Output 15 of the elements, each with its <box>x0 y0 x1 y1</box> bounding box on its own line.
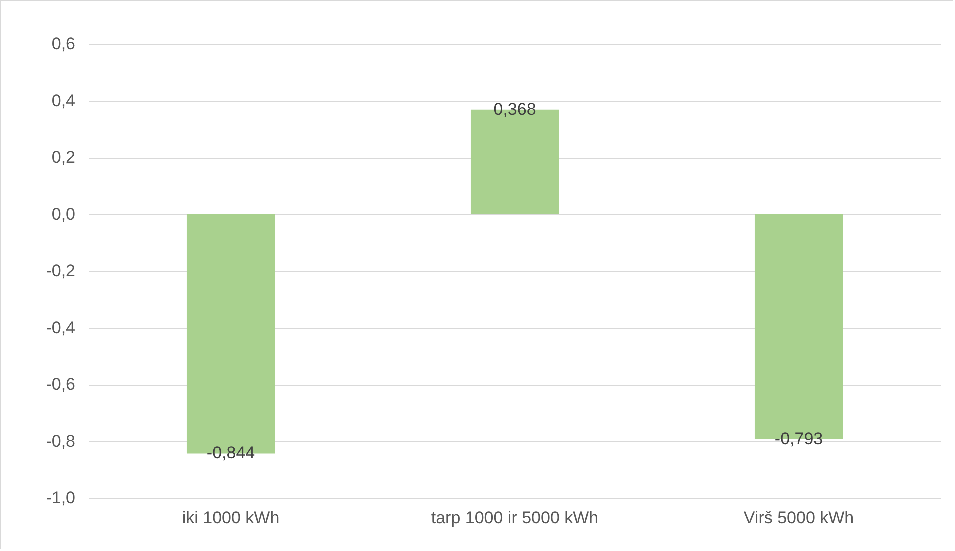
y-tick-label: 0,6 <box>52 34 76 54</box>
y-tick-label: 0,2 <box>52 148 76 167</box>
x-tick-label: tarp 1000 ir 5000 kWh <box>431 508 599 528</box>
y-tick-label: 0,4 <box>52 91 76 110</box>
data-label: -0,844 <box>206 444 256 463</box>
y-tick-label: -1,0 <box>46 488 76 508</box>
x-tick-label: iki 1000 kWh <box>182 508 280 528</box>
x-tick-label: Virš 5000 kWh <box>744 508 854 528</box>
y-tick-label: 0,0 <box>52 204 76 224</box>
data-label: -0,793 <box>774 429 824 448</box>
data-label: 0,368 <box>494 100 536 119</box>
y-tick-label: -0,6 <box>46 375 76 394</box>
y-tick-label: -0,4 <box>46 318 76 338</box>
y-tick-label: -0,8 <box>46 432 76 451</box>
y-tick-label: -0,2 <box>46 262 76 280</box>
